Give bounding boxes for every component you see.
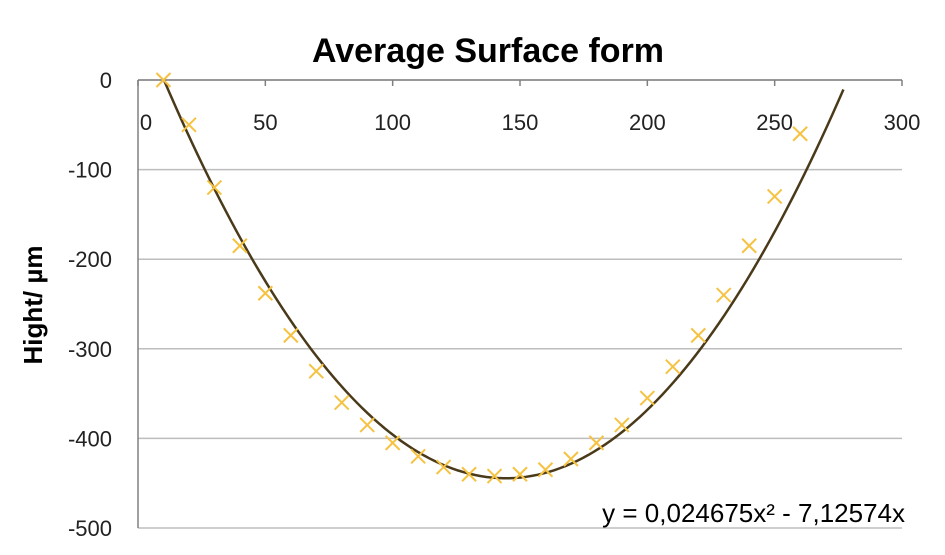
- data-point-stroke: [614, 417, 630, 433]
- data-markers: [155, 72, 808, 484]
- y-tick-label: -500: [68, 516, 112, 541]
- y-tick-label: 0: [100, 68, 112, 93]
- data-point: [563, 451, 579, 467]
- data-point-stroke: [563, 451, 579, 467]
- data-point: [461, 466, 477, 482]
- data-point: [384, 435, 401, 451]
- data-point-stroke: [512, 466, 528, 482]
- chart-title: Average Surface form: [312, 32, 664, 70]
- trendline-equation: y = 0,024675x² - 7,12574x: [602, 498, 905, 528]
- data-point-stroke: [741, 238, 757, 254]
- data-point: [334, 394, 350, 411]
- data-point-stroke: [283, 327, 299, 344]
- data-point-stroke: [486, 468, 503, 484]
- data-point-stroke: [410, 448, 426, 465]
- gridlines: [138, 79, 902, 529]
- data-point: [486, 468, 503, 484]
- data-point-stroke: [155, 72, 172, 88]
- y-axis-label: Hight/ µm: [18, 246, 48, 365]
- data-point-stroke: [181, 117, 197, 133]
- data-point-stroke: [588, 435, 605, 451]
- data-point-stroke: [716, 287, 732, 303]
- x-tick-label: 0: [140, 110, 152, 135]
- x-tick-label: 250: [756, 110, 793, 135]
- x-tick-label: 50: [253, 110, 277, 135]
- data-point: [614, 417, 630, 433]
- data-point: [181, 117, 197, 133]
- data-point: [716, 287, 732, 303]
- data-point-stroke: [792, 126, 808, 142]
- data-point-stroke: [257, 285, 274, 301]
- data-point: [283, 327, 299, 344]
- data-point: [792, 126, 808, 142]
- data-point: [359, 417, 375, 433]
- y-tick-label: -100: [68, 158, 112, 183]
- y-tick-label: -200: [68, 247, 112, 272]
- data-point: [308, 363, 324, 379]
- data-point-stroke: [384, 435, 401, 451]
- data-point: [588, 435, 605, 451]
- trendline: [162, 78, 845, 480]
- data-point: [435, 459, 452, 475]
- data-point-stroke: [435, 459, 452, 475]
- data-point: [232, 238, 248, 254]
- data-point-stroke: [766, 188, 783, 205]
- data-point: [512, 466, 528, 482]
- data-point: [155, 72, 172, 88]
- data-point-stroke: [308, 363, 324, 379]
- data-point-stroke: [232, 238, 248, 254]
- x-tick-label: 300: [884, 110, 921, 135]
- data-point: [741, 238, 757, 254]
- axes: 0 -100 -200 -300 -400 -500 0 50 100 150 200 250 300: [68, 68, 920, 541]
- y-tick-label: -300: [68, 337, 112, 362]
- x-tick-label: 200: [629, 110, 666, 135]
- data-point-stroke: [461, 466, 477, 482]
- data-point: [257, 285, 274, 301]
- data-point-stroke: [690, 327, 706, 344]
- data-point: [410, 448, 426, 465]
- data-point-stroke: [359, 417, 375, 433]
- data-point: [206, 179, 223, 196]
- data-point-stroke: [665, 359, 681, 375]
- data-point: [639, 390, 656, 406]
- data-point: [690, 327, 706, 344]
- data-point-stroke: [206, 179, 223, 196]
- data-point-stroke: [537, 462, 554, 478]
- data-point-stroke: [334, 394, 350, 411]
- data-point: [665, 359, 681, 375]
- y-tick-label: -400: [68, 426, 112, 451]
- x-tick-label: 100: [374, 110, 411, 135]
- data-point-stroke: [639, 390, 656, 406]
- x-tick-label: 150: [502, 110, 539, 135]
- data-point: [537, 462, 554, 478]
- data-point: [766, 188, 783, 205]
- trendline-curve: [162, 78, 845, 480]
